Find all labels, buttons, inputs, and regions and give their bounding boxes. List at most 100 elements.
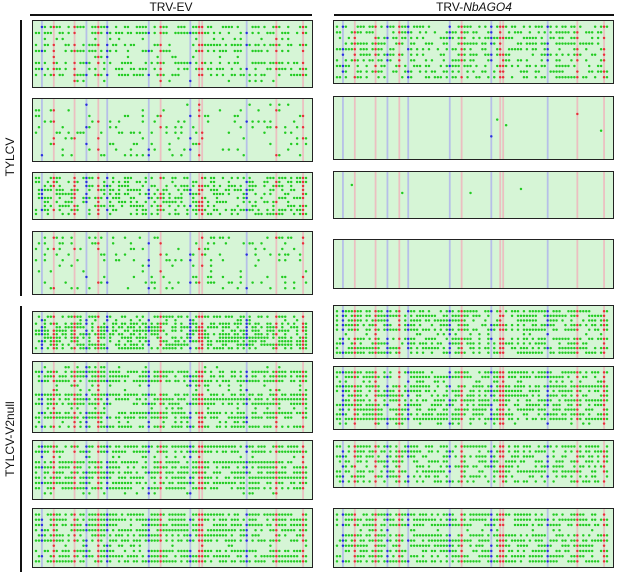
methylation-dot [301,450,305,454]
methylation-dot [37,534,41,537]
methylation-dot [192,196,195,200]
methylation-dot [156,518,159,522]
methylation-dot [55,192,59,196]
methylation-dot [263,120,266,123]
methylation-dot [386,323,389,327]
methylation-dot [120,67,124,71]
methylation-dot [230,560,234,563]
methylation-dot [200,264,204,268]
methylation-dot [46,481,50,485]
methylation-dot [295,445,299,448]
methylation-dot [123,425,127,428]
methylation-dot [344,70,348,73]
methylation-dot [295,539,299,542]
methylation-dot [165,534,168,537]
methylation-dot [224,315,228,318]
methylation-dot [165,184,168,188]
methylation-dot [501,351,505,354]
methylation-dot [150,131,153,135]
methylation-dot [573,75,576,79]
methylation-dot [289,411,293,415]
methylation-dot [52,549,56,553]
methylation-dot [91,184,94,188]
methylation-dot [251,481,254,485]
methylation-dot [105,347,109,350]
methylation-dot [79,247,82,251]
methylation-dot [94,333,97,336]
methylation-dot [221,49,225,53]
methylation-dot [183,416,186,419]
methylation-dot [52,518,56,522]
methylation-dot [194,281,198,284]
site-stripe [159,441,162,499]
methylation-dot [168,560,171,563]
methylation-dot [37,61,41,65]
methylation-dot [272,528,275,532]
methylation-dot [159,445,162,448]
methylation-dot [129,554,133,558]
methylation-dot [463,337,466,341]
methylation-dot [579,323,582,327]
methylation-dot [108,539,112,542]
methylation-dot [186,188,189,192]
methylation-dot [365,310,368,313]
methylation-dot [147,420,151,424]
site-stripe [302,441,304,499]
methylation-dot [215,425,219,428]
methylation-dot [487,310,490,313]
methylation-dot [590,351,594,354]
methylation-dot [301,188,305,192]
methylation-dot [281,513,284,516]
methylation-dot [239,379,242,383]
methylation-dot [295,375,299,378]
methylation-dot [284,347,287,350]
methylation-dot [284,411,287,415]
methylation-dot [344,351,348,354]
methylation-dot [406,47,410,51]
methylation-dot [248,73,251,77]
methylation-dot [227,402,231,406]
methylation-dot [537,25,541,29]
methylation-dot [409,319,413,322]
methylation-dot [245,329,248,332]
methylation-dot [338,31,342,34]
methylation-dot [272,31,275,35]
methylation-dot [171,534,174,537]
methylation-dot [186,460,189,464]
methylation-dot [365,314,368,318]
methylation-dot [350,42,354,45]
methylation-dot [73,425,76,428]
methylation-dot [123,343,127,346]
methylation-dot [289,326,293,329]
methylation-dot [510,47,514,51]
methylation-dot [549,31,552,34]
methylation-dot [224,333,228,336]
methylation-dot [88,188,91,192]
methylation-dot [141,476,145,480]
methylation-dot [218,425,222,428]
methylation-dot [91,49,94,53]
methylation-dot [37,49,41,53]
methylation-dot [401,25,404,29]
methylation-dot [197,153,201,157]
methylation-dot [478,36,481,40]
site-stripe [460,21,463,83]
methylation-dot [301,343,305,346]
methylation-dot [281,411,284,415]
site-stripe [576,172,579,218]
methylation-dot [301,411,305,415]
methylation-dot [215,393,219,396]
methylation-dot [404,31,407,34]
methylation-dot [52,486,56,490]
methylation-dot [206,528,210,532]
methylation-dot [386,351,389,354]
methylation-dot [239,184,242,188]
methylation-dot [365,64,368,68]
methylation-dot [114,554,118,558]
methylation-dot [415,333,419,336]
methylation-dot [97,347,100,350]
methylation-dot [88,445,91,448]
methylation-dot [289,476,293,480]
methylation-dot [590,53,594,57]
methylation-dot [58,471,61,474]
